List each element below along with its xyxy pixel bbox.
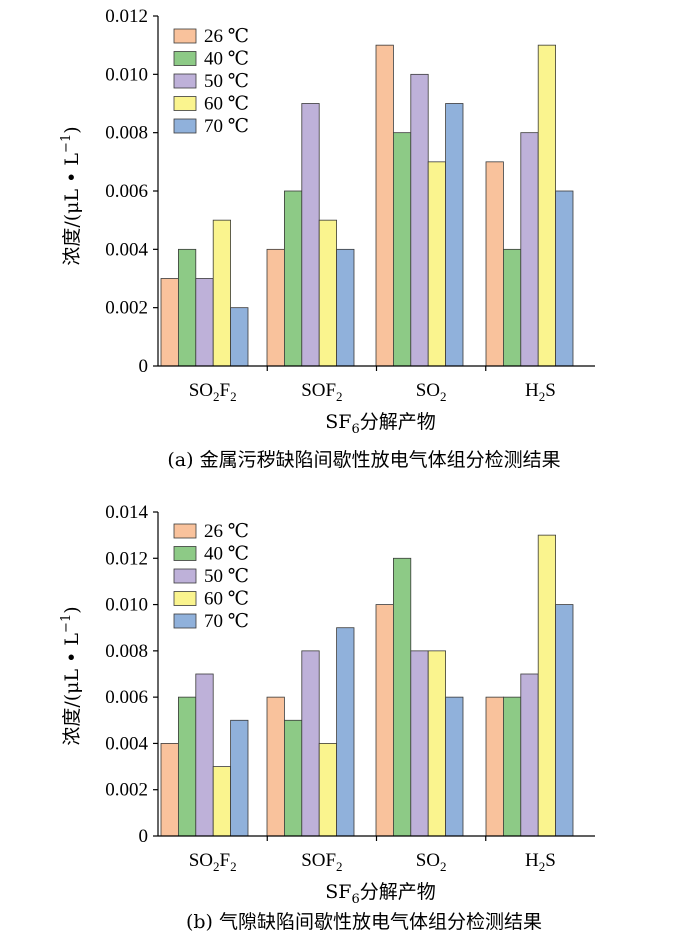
x-tick-label: SOF2	[301, 850, 342, 874]
legend-swatch	[173, 613, 197, 629]
bar	[301, 103, 320, 367]
legend-swatch	[173, 546, 197, 561]
bar	[160, 743, 179, 837]
legend-swatch	[173, 51, 197, 66]
y-tick-label: 0	[139, 826, 149, 847]
bar	[283, 719, 303, 837]
x-axis-title: SF6分解产物	[325, 881, 436, 907]
y-tick-label: 0	[139, 356, 149, 377]
legend-swatch	[173, 73, 197, 89]
bar	[537, 534, 557, 837]
x-tick-label: H2S	[525, 850, 556, 874]
bar	[230, 307, 249, 367]
bar	[266, 248, 285, 367]
x-tick-label: SOF2	[301, 380, 342, 404]
figure-caption: (a) 金属污秽缺陷间歇性放电气体组分检测结果	[167, 449, 560, 471]
bar	[177, 248, 197, 367]
bar	[177, 696, 197, 837]
y-tick-label: 0.004	[105, 239, 148, 260]
legend-label: 70 ℃	[204, 611, 249, 632]
legend-swatch	[173, 28, 197, 44]
bar	[301, 650, 320, 837]
legend-label: 60 ℃	[204, 589, 249, 610]
bar	[445, 696, 464, 837]
bar	[283, 190, 303, 367]
y-tick-label: 0.002	[105, 298, 148, 319]
legend-swatch	[173, 96, 197, 111]
bar	[160, 278, 179, 367]
bar	[520, 132, 539, 367]
bar	[410, 650, 429, 837]
y-tick-label: 0.012	[105, 548, 148, 569]
figure-caption: (b) 气隙缺陷间歇性放电气体组分检测结果	[186, 911, 542, 933]
legend-label: 50 ℃	[204, 566, 249, 587]
legend-label: 26 ℃	[204, 26, 249, 47]
bar	[212, 766, 231, 837]
bar	[520, 673, 539, 837]
y-tick-label: 0.010	[105, 64, 148, 85]
legend-label: 70 ℃	[204, 116, 249, 137]
x-tick-label: SO2	[416, 380, 447, 404]
legend-swatch	[173, 568, 197, 584]
bar	[336, 248, 355, 367]
y-tick-label: 0.004	[105, 733, 148, 754]
bar	[485, 161, 504, 367]
y-tick-label: 0.006	[105, 687, 148, 708]
bar	[195, 673, 214, 837]
bar	[392, 132, 412, 367]
y-axis-title: 浓度/(μL • L−1)	[59, 126, 83, 265]
bar	[392, 557, 412, 837]
legend-swatch	[173, 523, 197, 539]
bar	[445, 103, 464, 367]
y-tick-label: 0.014	[105, 502, 148, 523]
bar	[537, 44, 557, 367]
legend-label: 26 ℃	[204, 521, 249, 542]
y-tick-label: 0.012	[105, 6, 148, 27]
y-tick-label: 0.008	[105, 123, 148, 144]
bar	[318, 219, 338, 367]
bar	[427, 650, 447, 837]
legend-swatch	[173, 591, 197, 606]
y-tick-label: 0.008	[105, 641, 148, 662]
bar	[502, 696, 522, 837]
y-tick-label: 0.006	[105, 181, 148, 202]
bar	[502, 248, 522, 367]
x-tick-label: SO2	[416, 850, 447, 874]
bar	[336, 627, 355, 837]
bar	[375, 604, 394, 837]
legend-label: 50 ℃	[204, 71, 249, 92]
x-axis-title: SF6分解产物	[325, 411, 436, 437]
bar	[212, 219, 231, 367]
bar	[555, 190, 574, 367]
bar	[266, 696, 285, 837]
y-tick-label: 0.010	[105, 595, 148, 616]
x-tick-label: SO2F2	[189, 850, 237, 874]
bar	[427, 161, 447, 367]
legend-swatch	[173, 118, 197, 134]
chart-a: 0 0.002 0.004 0.006 0.008 0.010 0.012 SO2F2 SOF2…	[59, 6, 595, 471]
y-axis-title: 浓度/(μL • L−1)	[59, 606, 83, 745]
bar	[195, 278, 214, 367]
bar	[410, 73, 429, 367]
chart-b: 0 0.002 0.004 0.006 0.008 0.010 0.012 0.014 SO2F…	[59, 502, 595, 933]
bar	[230, 719, 249, 837]
bar	[485, 696, 504, 837]
bar	[318, 743, 338, 837]
bar	[555, 604, 574, 837]
legend-label: 60 ℃	[204, 94, 249, 115]
x-tick-label: SO2F2	[189, 380, 237, 404]
x-tick-label: H2S	[525, 380, 556, 404]
y-tick-label: 0.002	[105, 780, 148, 801]
legend-label: 40 ℃	[204, 49, 249, 70]
legend-label: 40 ℃	[204, 544, 249, 565]
bar	[375, 44, 394, 367]
